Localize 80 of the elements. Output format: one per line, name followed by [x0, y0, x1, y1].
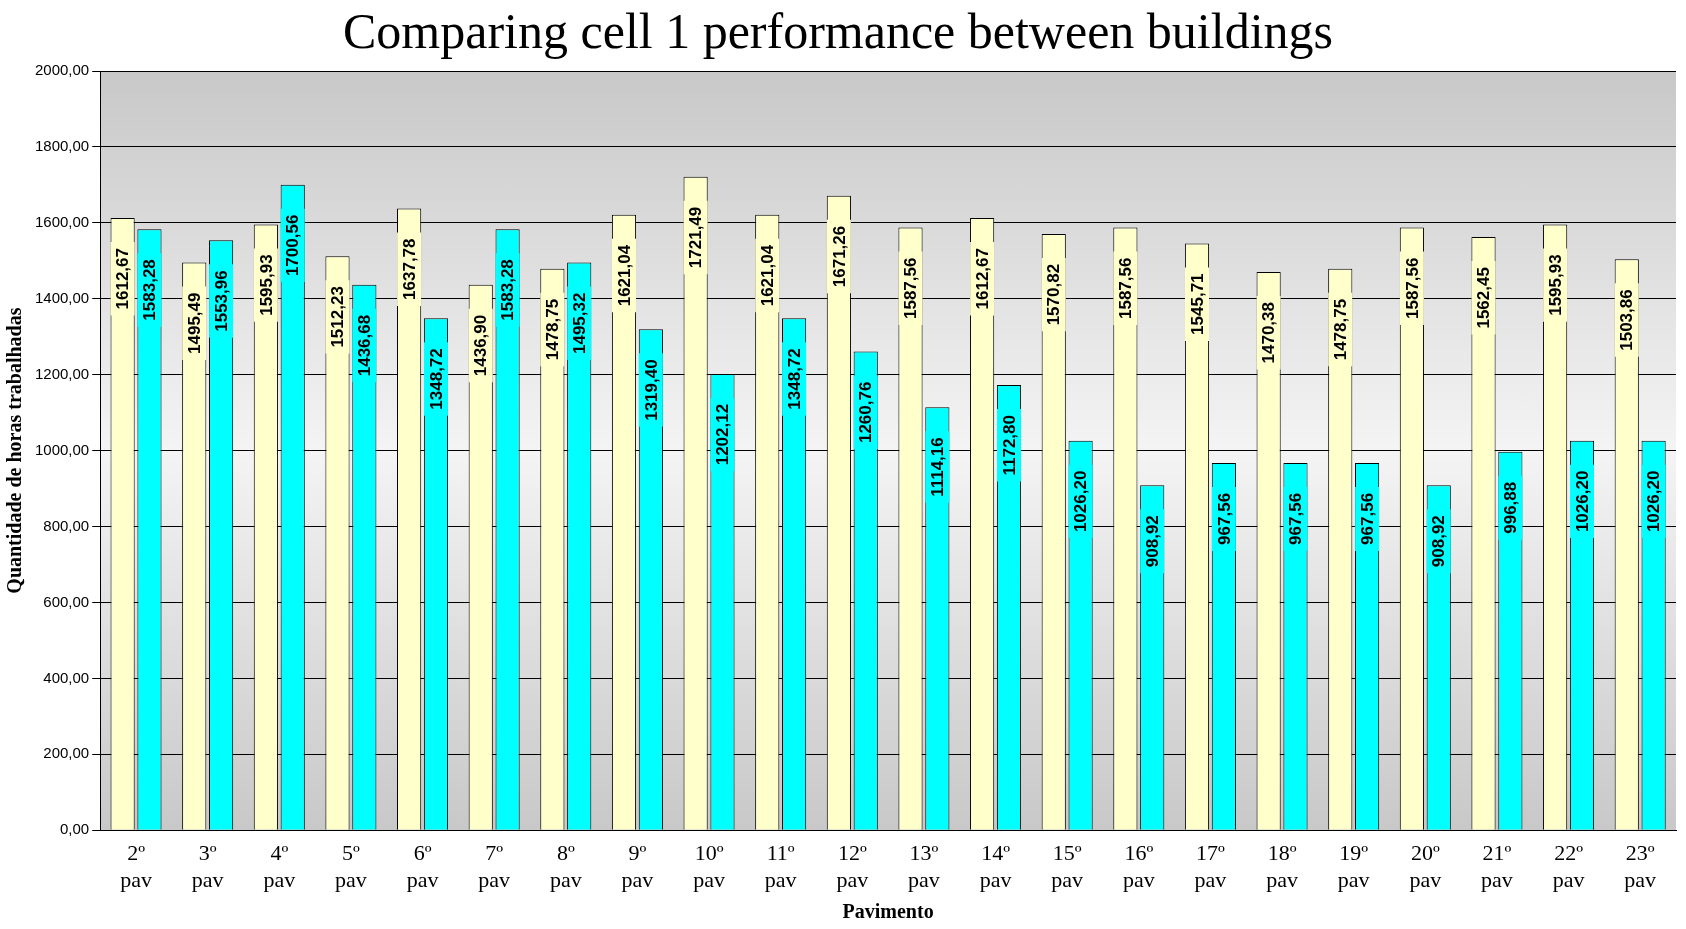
data-label: 1587,56 — [1116, 257, 1136, 320]
data-label: 1587,56 — [901, 257, 921, 320]
data-label: 1348,72 — [426, 348, 446, 410]
y-tick-label: 600,00 — [43, 592, 90, 610]
x-tick-label: 21º pav — [1481, 840, 1513, 892]
data-label: 1319,40 — [641, 359, 661, 421]
x-tick-label: 17º pav — [1194, 840, 1227, 892]
data-label: 1436,90 — [471, 314, 491, 377]
chart-title: Comparing cell 1 performance between buildings — [343, 3, 1333, 60]
data-label: 1495,49 — [184, 292, 204, 354]
x-tick-label: 2º pav — [120, 840, 152, 892]
data-label: 1436,68 — [355, 314, 375, 377]
x-tick-label: 11º pav — [764, 840, 797, 892]
x-tick-label: 19º pav — [1337, 840, 1370, 892]
x-tick-label: 10º pav — [693, 840, 725, 892]
x-tick-label: 3º pav — [191, 840, 224, 892]
data-label: 1621,04 — [614, 244, 634, 307]
data-label: 1583,28 — [140, 259, 160, 321]
x-tick-label: 20º pav — [1409, 840, 1442, 892]
x-tick-label: 5º pav — [335, 840, 367, 892]
data-label: 967,56 — [1357, 492, 1377, 545]
data-label: 1721,49 — [686, 206, 706, 269]
data-label: 1348,72 — [784, 348, 804, 410]
data-label: 1114,16 — [928, 437, 948, 497]
x-tick-label: 8º pav — [549, 840, 582, 892]
y-tick-label: 1400,00 — [34, 288, 90, 306]
y-axis-title: Quantidade de horas trabalhadas — [3, 307, 26, 594]
y-tick-label: 400,00 — [43, 668, 90, 686]
data-label: 1562,45 — [1474, 267, 1494, 329]
data-label: 1570,82 — [1044, 263, 1064, 326]
data-label: 1612,67 — [972, 248, 992, 310]
x-tick-label: 16º pav — [1122, 840, 1155, 892]
y-tick-label: 0,00 — [60, 820, 90, 838]
data-label: 996,88 — [1501, 481, 1521, 534]
data-label: 1545,71 — [1187, 273, 1207, 335]
data-label: 1612,67 — [113, 248, 133, 310]
y-tick-label: 1600,00 — [34, 212, 90, 230]
x-tick-label: 4º pav — [263, 840, 296, 892]
y-tick-label: 1800,00 — [34, 137, 90, 155]
data-label: 1172,80 — [999, 415, 1019, 476]
data-label: 1026,20 — [1644, 470, 1664, 533]
data-label: 1595,93 — [1545, 254, 1565, 316]
data-label: 1700,56 — [283, 214, 303, 277]
y-tick-label: 1000,00 — [34, 440, 90, 458]
data-label: 1260,76 — [856, 381, 876, 444]
data-label: 1595,93 — [256, 254, 276, 316]
data-label: 1553,96 — [211, 270, 231, 332]
data-label: 908,92 — [1142, 515, 1162, 568]
y-tick-label: 200,00 — [43, 744, 90, 762]
x-tick-label: 15º pav — [1051, 840, 1084, 892]
data-label: 1202,12 — [713, 403, 733, 466]
x-tick-label: 9º pav — [621, 840, 654, 892]
x-tick-label: 14º pav — [979, 840, 1012, 892]
x-tick-label: 6º pav — [406, 840, 439, 892]
data-label: 1621,04 — [757, 244, 777, 307]
data-label: 1503,86 — [1617, 289, 1637, 351]
data-label: 967,56 — [1286, 492, 1306, 545]
data-label: 1026,20 — [1572, 470, 1592, 533]
y-tick-label: 2000,00 — [34, 61, 90, 79]
data-label: 1587,56 — [1402, 257, 1422, 320]
data-label: 908,92 — [1429, 515, 1449, 568]
y-tick-label: 800,00 — [43, 516, 90, 534]
x-tick-label: 12º pav — [836, 840, 869, 892]
data-label: 1495,32 — [569, 292, 589, 355]
x-tick-label: 13º pav — [908, 840, 940, 892]
x-tick-label: 18º pav — [1266, 840, 1298, 892]
data-label: 1671,26 — [829, 225, 849, 288]
x-axis-title: Pavimento — [842, 900, 934, 923]
data-label: 1512,23 — [328, 286, 348, 348]
data-label: 1470,38 — [1259, 302, 1279, 364]
data-label: 1637,78 — [399, 238, 419, 300]
data-label: 1026,20 — [1071, 470, 1091, 533]
x-tick-label: 23º pav — [1624, 840, 1657, 892]
data-label: 967,56 — [1214, 492, 1234, 545]
data-label: 1478,75 — [1330, 298, 1350, 361]
data-label: 1583,28 — [498, 259, 518, 321]
data-label: 1478,75 — [543, 298, 563, 361]
x-tick-label: 7º pav — [478, 840, 511, 892]
x-tick-label: 22º pav — [1552, 840, 1585, 892]
y-tick-label: 1200,00 — [34, 364, 90, 382]
